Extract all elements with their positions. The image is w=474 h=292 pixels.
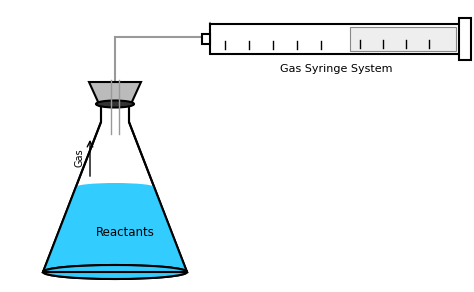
Bar (202, 34, 210, 44)
Bar (350, 27, 456, 51)
Ellipse shape (43, 265, 187, 279)
Text: Reactants: Reactants (96, 225, 155, 239)
Ellipse shape (96, 100, 134, 107)
Polygon shape (89, 82, 141, 104)
Bar (459, 18, 471, 60)
Text: Gas Syringe System: Gas Syringe System (280, 64, 392, 74)
Bar (210, 24, 462, 54)
Text: Gas: Gas (75, 149, 85, 167)
Polygon shape (43, 104, 187, 272)
Ellipse shape (43, 265, 187, 279)
Ellipse shape (76, 183, 154, 191)
Polygon shape (43, 187, 187, 272)
